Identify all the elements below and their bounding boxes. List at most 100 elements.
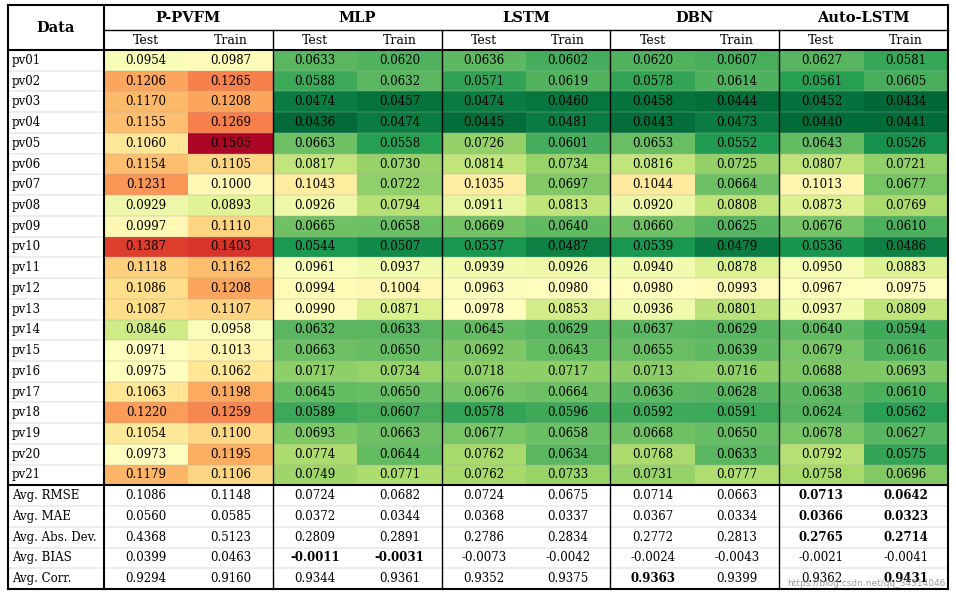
Text: Test: Test: [640, 33, 665, 46]
Text: 0.0664: 0.0664: [548, 386, 589, 399]
Text: 0.1004: 0.1004: [379, 282, 420, 295]
Bar: [779, 91, 863, 112]
Bar: [779, 361, 863, 382]
Text: 0.0660: 0.0660: [632, 220, 673, 233]
Bar: [779, 402, 863, 423]
Bar: [779, 236, 863, 257]
Text: 0.0978: 0.0978: [464, 302, 505, 315]
Text: 0.0675: 0.0675: [548, 489, 589, 502]
Bar: [863, 340, 948, 361]
Text: pv02: pv02: [12, 75, 41, 87]
Text: 0.1000: 0.1000: [210, 178, 251, 191]
Text: 0.0452: 0.0452: [801, 95, 842, 108]
Bar: [188, 320, 272, 340]
Bar: [358, 236, 442, 257]
Text: 0.1162: 0.1162: [210, 261, 251, 274]
Bar: [863, 361, 948, 382]
Bar: [272, 444, 358, 465]
Bar: [188, 299, 272, 320]
Bar: [779, 216, 863, 236]
Text: 0.0963: 0.0963: [463, 282, 505, 295]
Text: pv18: pv18: [12, 406, 41, 419]
Bar: [610, 112, 695, 133]
Text: 0.0639: 0.0639: [716, 344, 757, 357]
Bar: [695, 423, 779, 444]
Bar: [358, 444, 442, 465]
Bar: [188, 236, 272, 257]
Bar: [526, 50, 610, 71]
Bar: [104, 175, 188, 195]
Bar: [188, 402, 272, 423]
Text: 0.0560: 0.0560: [125, 510, 167, 523]
Text: 0.0668: 0.0668: [632, 427, 673, 440]
Text: 0.0605: 0.0605: [885, 75, 926, 87]
Text: 0.0663: 0.0663: [294, 344, 336, 357]
Bar: [695, 402, 779, 423]
Text: 0.0640: 0.0640: [548, 220, 589, 233]
Text: Test: Test: [133, 33, 160, 46]
Text: 0.0539: 0.0539: [632, 241, 673, 254]
Text: 0.0337: 0.0337: [548, 510, 589, 523]
Text: 0.0434: 0.0434: [885, 95, 926, 108]
Bar: [272, 340, 358, 361]
Text: 0.0920: 0.0920: [632, 199, 673, 212]
Text: 0.9363: 0.9363: [630, 572, 675, 585]
Text: 0.0537: 0.0537: [463, 241, 505, 254]
Bar: [863, 444, 948, 465]
Text: 0.0722: 0.0722: [379, 178, 420, 191]
Bar: [442, 257, 526, 278]
Bar: [272, 465, 358, 485]
Text: 0.0692: 0.0692: [464, 344, 505, 357]
Text: 0.0731: 0.0731: [632, 469, 673, 482]
Text: pv14: pv14: [12, 323, 41, 336]
Bar: [610, 154, 695, 175]
Text: 0.0610: 0.0610: [885, 220, 926, 233]
Text: 0.9294: 0.9294: [125, 572, 166, 585]
Text: 0.9352: 0.9352: [464, 572, 505, 585]
Bar: [695, 175, 779, 195]
Text: 0.0911: 0.0911: [464, 199, 505, 212]
Bar: [526, 444, 610, 465]
Bar: [779, 320, 863, 340]
Text: 0.0663: 0.0663: [379, 427, 420, 440]
Text: 0.0601: 0.0601: [548, 137, 589, 150]
Text: 0.1086: 0.1086: [125, 489, 166, 502]
Bar: [863, 278, 948, 299]
Bar: [779, 278, 863, 299]
Text: pv03: pv03: [12, 95, 41, 108]
Bar: [358, 340, 442, 361]
Text: 0.0973: 0.0973: [125, 448, 167, 461]
Bar: [442, 154, 526, 175]
Text: 0.0883: 0.0883: [885, 261, 926, 274]
Text: 0.1269: 0.1269: [210, 116, 251, 129]
Bar: [104, 320, 188, 340]
Text: 0.0474: 0.0474: [379, 116, 420, 129]
Bar: [358, 278, 442, 299]
Text: 0.0724: 0.0724: [464, 489, 505, 502]
Text: 0.0526: 0.0526: [885, 137, 926, 150]
Text: 0.0794: 0.0794: [379, 199, 420, 212]
Text: 0.0594: 0.0594: [885, 323, 926, 336]
Bar: [272, 423, 358, 444]
Bar: [610, 257, 695, 278]
Bar: [8, 5, 948, 30]
Bar: [104, 154, 188, 175]
Bar: [863, 133, 948, 154]
Bar: [779, 465, 863, 485]
Bar: [358, 112, 442, 133]
Text: 0.9399: 0.9399: [716, 572, 757, 585]
Text: 0.0926: 0.0926: [548, 261, 589, 274]
Bar: [104, 444, 188, 465]
Bar: [104, 71, 188, 91]
Text: 0.0620: 0.0620: [632, 54, 673, 67]
Bar: [610, 361, 695, 382]
Text: 0.0575: 0.0575: [885, 448, 926, 461]
Text: 0.0725: 0.0725: [716, 157, 757, 170]
Bar: [695, 299, 779, 320]
Text: 0.1054: 0.1054: [125, 427, 166, 440]
Bar: [695, 257, 779, 278]
Bar: [779, 50, 863, 71]
Bar: [442, 299, 526, 320]
Text: 0.0958: 0.0958: [210, 323, 251, 336]
Text: pv04: pv04: [12, 116, 41, 129]
